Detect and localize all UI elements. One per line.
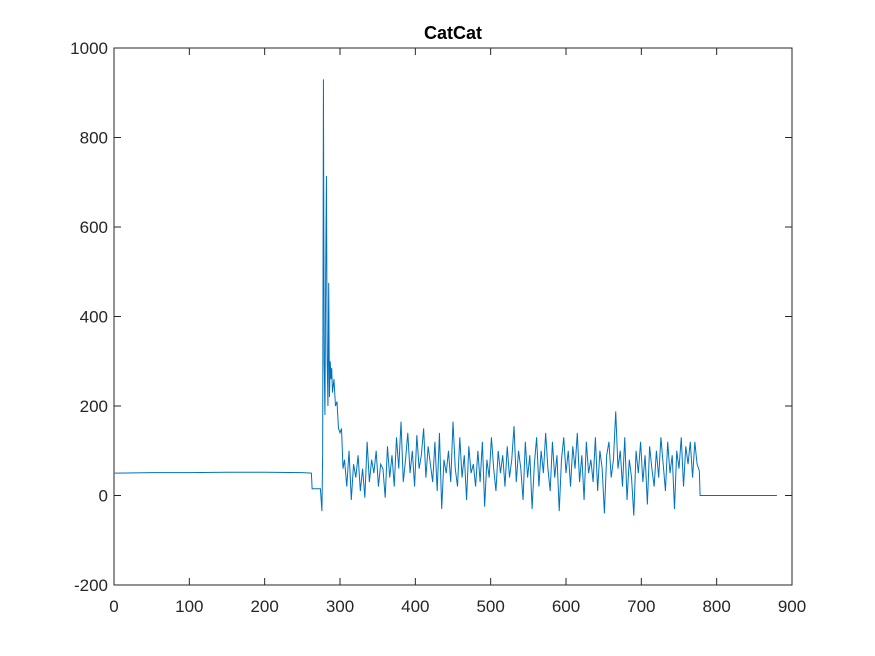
y-tick-label: 800 [80, 129, 108, 148]
data-line [114, 79, 777, 516]
x-tick-label: 600 [552, 597, 580, 616]
x-tick-label: 500 [476, 597, 504, 616]
y-tick-label: -200 [74, 576, 108, 595]
plot-box [113, 47, 793, 586]
y-tick-label: 400 [80, 308, 108, 327]
x-tick-label: 200 [250, 597, 278, 616]
x-tick-label: 100 [175, 597, 203, 616]
x-tick-label: 300 [326, 597, 354, 616]
chart-title: CatCat [424, 23, 482, 43]
x-tick-label: 800 [702, 597, 730, 616]
x-tick-label: 0 [109, 597, 118, 616]
x-tick-label: 700 [627, 597, 655, 616]
y-tick-label: 600 [80, 218, 108, 237]
y-tick-label: 1000 [70, 39, 108, 58]
x-tick-label: 400 [401, 597, 429, 616]
y-tick-label: 0 [99, 487, 108, 506]
x-tick-label: 900 [778, 597, 806, 616]
y-tick-label: 200 [80, 397, 108, 416]
